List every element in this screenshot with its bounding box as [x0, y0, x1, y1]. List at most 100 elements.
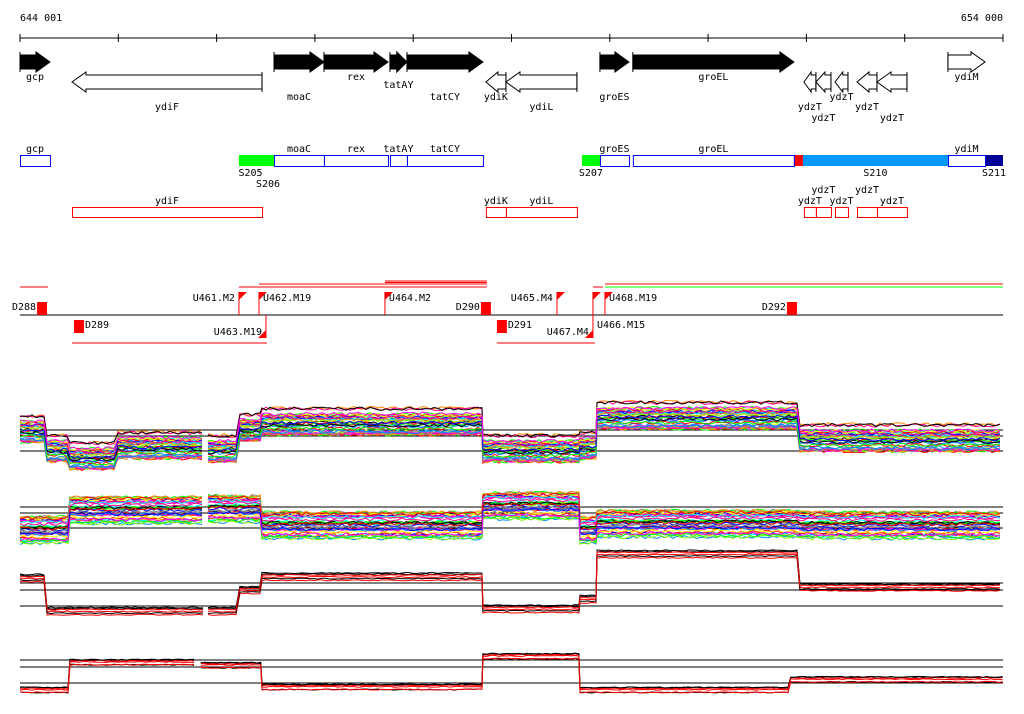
- marker-label: U468.M19: [609, 293, 657, 304]
- expression-line: [207, 400, 1001, 438]
- gene-label: ydiK: [484, 92, 508, 103]
- promoter-flag: [604, 292, 613, 300]
- gene-arrow-gcp: [19, 51, 51, 73]
- gene-label: groEL: [698, 72, 728, 83]
- transcript-label: moaC: [287, 144, 311, 155]
- transcript-box-groES: [599, 155, 630, 167]
- expression-line: [19, 658, 195, 689]
- segment-block: [262, 155, 275, 166]
- gene-label: ydzT: [798, 102, 822, 113]
- transcript-box-tatCY: [406, 155, 484, 167]
- expression-line: [19, 428, 203, 460]
- gene-label: ydzT: [855, 102, 879, 113]
- expression-line: [19, 517, 203, 542]
- transcript-label: ydiL: [529, 196, 553, 207]
- marker-label: U466.M15: [597, 320, 645, 331]
- expression-line: [200, 657, 1003, 694]
- gene-arrow-ydiK: [485, 70, 507, 94]
- segment-label: S207: [579, 168, 603, 179]
- expression-line: [19, 577, 204, 613]
- expression-panels: [19, 399, 1003, 694]
- gene-arrow-tatCY: [406, 51, 484, 73]
- gene-arrow-ydiF: [71, 71, 263, 93]
- gene-arrow-ydiM: [947, 51, 986, 73]
- expression-line: [19, 430, 203, 462]
- ruler-start-label: 644 001: [20, 13, 63, 24]
- transcript-label: ydzT: [855, 185, 879, 196]
- transcript-box-ydzT: [834, 207, 849, 218]
- marker-label: U462.M19: [263, 293, 311, 304]
- terminator-marker: [480, 302, 491, 315]
- transcript-label: gcp: [26, 144, 44, 155]
- transcript-box-rex: [323, 155, 389, 167]
- terminator-marker: [496, 320, 507, 333]
- terminator-marker: [73, 320, 84, 333]
- expression-line: [19, 660, 195, 691]
- expression-line: [207, 492, 1001, 521]
- expression-line: [20, 576, 204, 611]
- expression-line: [207, 553, 1000, 613]
- marker-label: U463.M19: [214, 327, 262, 338]
- segment-block: [581, 155, 600, 166]
- transcript-box-ydiM: [947, 155, 987, 167]
- coordinate-ruler: [19, 34, 1004, 42]
- gene-arrow-ydzT: [876, 71, 908, 93]
- gene-label: ydiF: [155, 102, 179, 113]
- expression-line: [207, 507, 1001, 536]
- expression-line: [19, 425, 203, 457]
- gene-label: gcp: [26, 72, 44, 83]
- transcript-box-ydiL: [505, 207, 578, 218]
- promoter-flag: [384, 292, 393, 300]
- expression-line: [207, 551, 1000, 611]
- segment-block: [985, 155, 1003, 166]
- terminator-marker: [786, 302, 797, 315]
- gene-label: tatCY: [430, 92, 460, 103]
- transcript-box-moaC: [274, 155, 325, 167]
- segment-label: S210: [863, 168, 887, 179]
- gene-label: ydiL: [529, 102, 553, 113]
- expression-line: [207, 420, 1001, 458]
- gene-arrow-ydzT: [815, 70, 832, 94]
- expression-line: [207, 491, 1001, 519]
- gene-arrow-rex: [323, 51, 389, 73]
- marker-label: D292: [762, 302, 786, 313]
- transcript-box-groEL: [632, 155, 795, 167]
- expression-line: [207, 550, 1000, 610]
- expression-line: [19, 663, 195, 694]
- expression-line: [19, 419, 203, 451]
- expression-line: [19, 430, 203, 462]
- expression-line: [207, 503, 1000, 533]
- transcript-box-ydiF: [72, 207, 264, 218]
- transcript-label: ydzT: [880, 196, 904, 207]
- expression-line: [19, 496, 203, 521]
- expression-line: [207, 502, 1000, 531]
- transcript-label: ydiK: [484, 196, 508, 207]
- promoter-flag: [258, 292, 267, 300]
- expression-line: [20, 507, 203, 531]
- expression-line: [19, 500, 203, 524]
- expression-line: [19, 574, 204, 610]
- marker-label: D291: [508, 320, 532, 331]
- gene-label: ydiM: [954, 72, 978, 83]
- transcript-label: ydiF: [155, 196, 179, 207]
- gene-label: rex: [347, 72, 365, 83]
- expression-line: [207, 405, 1001, 444]
- expression-line: [207, 409, 1000, 447]
- transcript-label: tatAY: [383, 144, 413, 155]
- expression-line: [19, 573, 203, 609]
- marker-label: D288: [12, 302, 36, 313]
- transcript-label: groES: [599, 144, 629, 155]
- segment-block: [238, 155, 263, 166]
- transcript-label: ydzT: [829, 196, 853, 207]
- expression-line: [19, 519, 203, 543]
- transcript-box-ydzT: [857, 207, 878, 218]
- segment-label: S205: [238, 168, 262, 179]
- gene-arrow-ydzT: [856, 70, 878, 94]
- expression-line: [19, 518, 203, 543]
- expression-line: [207, 513, 1000, 542]
- expression-line: [19, 511, 203, 536]
- transcript-label: ydzT: [811, 185, 835, 196]
